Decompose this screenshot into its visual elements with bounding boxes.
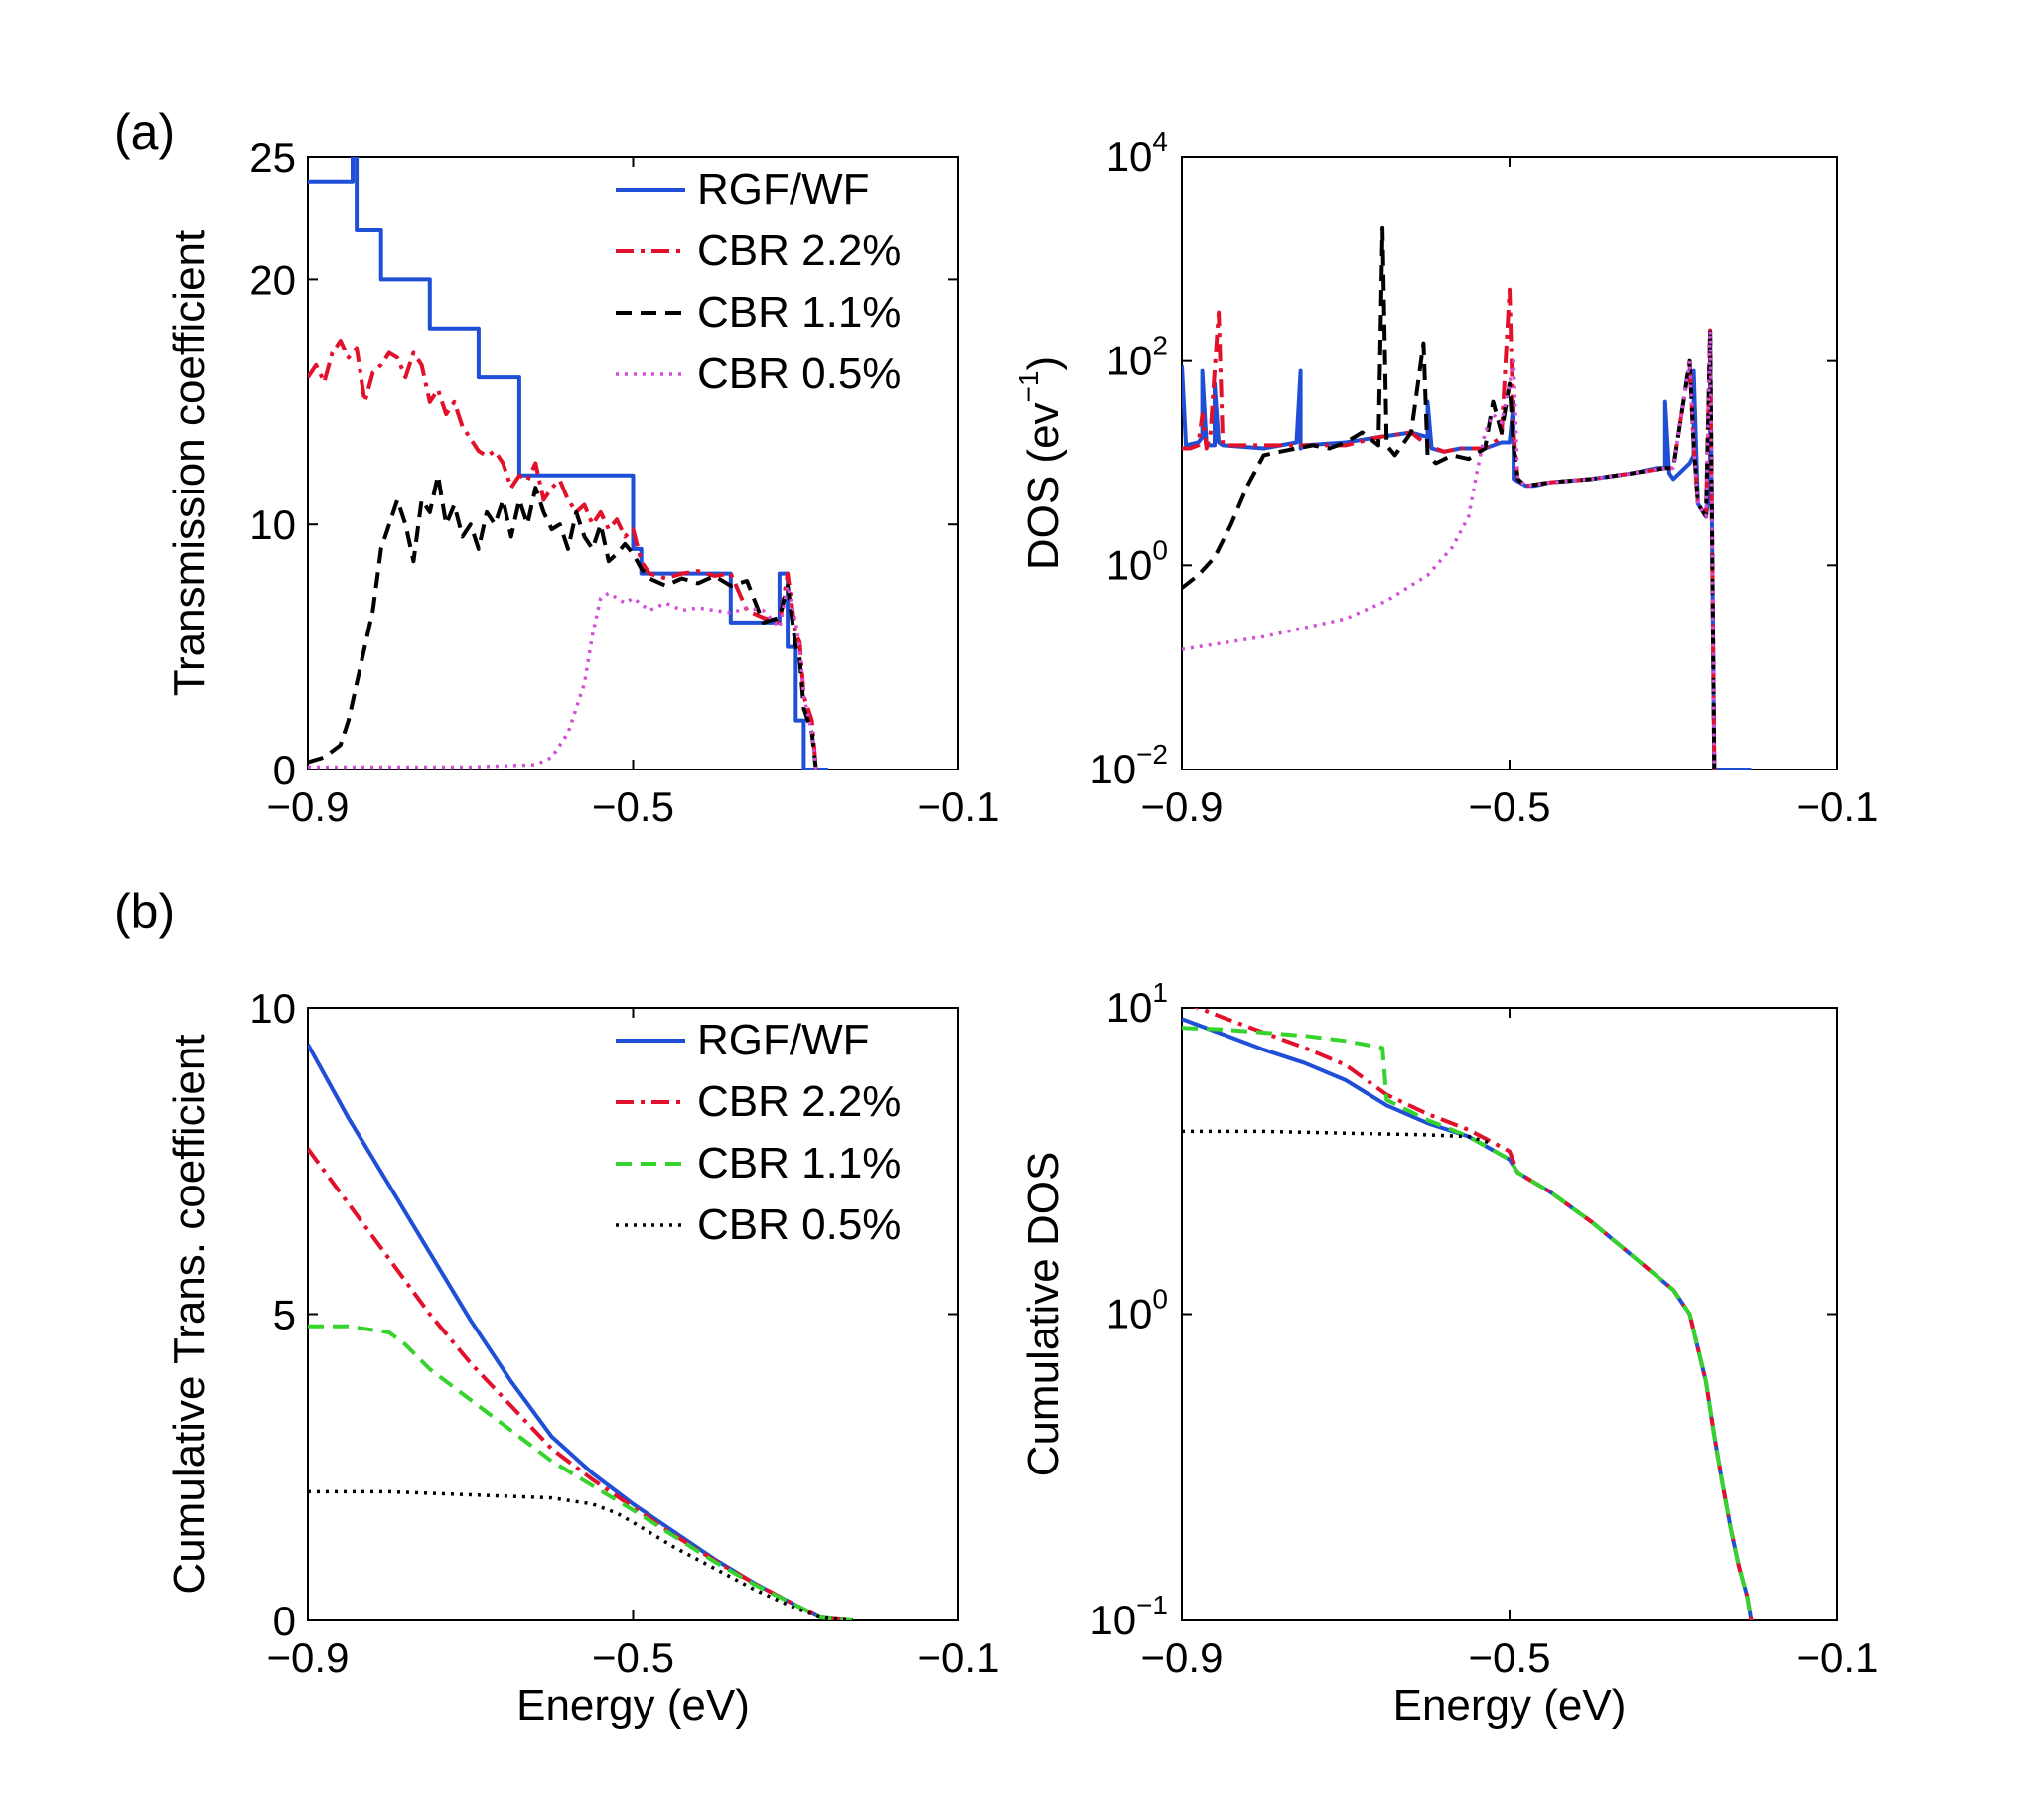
series-cbr-2-2 — [308, 339, 820, 770]
panel-label-b: (b) — [114, 884, 175, 939]
plot-frame — [1181, 1007, 1838, 1621]
series-group — [308, 157, 828, 770]
chart-transmission: −0.9 −0.5 −0.1 0 10 20 25 Transmission coeffici… — [165, 134, 999, 830]
y-axis-title: Cumulative Trans. coefficient — [165, 1034, 214, 1594]
legend-label-cbr-2-2: CBR 2.2% — [697, 226, 901, 275]
series-group — [1182, 225, 1752, 770]
series-cbr-0-5 — [1182, 1129, 1494, 1146]
legend-label-cbr-0-5: CBR 0.5% — [697, 350, 901, 398]
chart-dos: −0.9 −0.5 −0.1 10−2 100 102 104 DOS (ev−1) — [1013, 126, 1878, 830]
y-tick-label: 20 — [249, 256, 296, 303]
y-axis-title: Transmission coefficient — [165, 230, 214, 697]
legend-label-cbr-1-1: CBR 1.1% — [697, 288, 901, 337]
series-group — [308, 1044, 853, 1620]
x-tick-label: −0.5 — [592, 783, 674, 830]
y-axis-title: DOS (ev−1) — [1013, 356, 1068, 570]
y-tick-label: 10−2 — [1089, 739, 1168, 792]
y-tick-label: 101 — [1106, 977, 1168, 1031]
plot-frame — [1181, 156, 1838, 770]
x-tick-label: −0.1 — [918, 1634, 1000, 1681]
series-cbr-1-1 — [308, 1324, 853, 1620]
legend-label-cbr-2-2: CBR 2.2% — [697, 1077, 901, 1126]
x-axis-title: Energy (eV) — [516, 1681, 750, 1730]
panel-label-a: (a) — [114, 104, 175, 160]
y-tick-label: 0 — [273, 747, 296, 793]
series-cbr-0-5 — [1182, 328, 1717, 770]
y-tick-label: 10 — [249, 985, 296, 1032]
series-cbr-0-5 — [308, 1489, 853, 1620]
x-tick-label: −0.5 — [1469, 783, 1551, 830]
y-tick-label: 10 — [249, 501, 296, 548]
series-rgf-wf — [1182, 1017, 1754, 1620]
y-axis-title: Cumulative DOS — [1019, 1152, 1068, 1477]
series-cbr-1-1 — [308, 473, 820, 770]
x-tick-label: −0.9 — [267, 783, 350, 830]
x-tick-label: −0.9 — [1141, 783, 1224, 830]
y-tick-label: 100 — [1106, 1284, 1168, 1337]
series-cbr-2-2 — [1193, 1008, 1754, 1620]
x-tick-label: −0.1 — [918, 783, 1000, 830]
x-tick-label: −0.5 — [1469, 1634, 1551, 1681]
legend: RGF/WF CBR 2.2% CBR 1.1% CBR 0.5% — [616, 165, 901, 398]
y-tick-label: 5 — [273, 1292, 296, 1338]
y-tick-label: 25 — [249, 134, 296, 181]
legend-label-rgf-wf: RGF/WF — [697, 165, 870, 213]
legend: RGF/WF CBR 2.2% CBR 1.1% CBR 0.5% — [616, 1016, 901, 1249]
chart-cumulative-transmission: −0.9 −0.5 −0.1 0 5 10 Cumulative Trans. coeffi… — [165, 985, 999, 1730]
series-cbr-2-2 — [1182, 287, 1717, 770]
legend-label-cbr-0-5: CBR 0.5% — [697, 1200, 901, 1249]
series-cbr-1-1 — [1182, 1026, 1754, 1620]
x-tick-label: −0.9 — [267, 1634, 350, 1681]
legend-label-cbr-1-1: CBR 1.1% — [697, 1139, 901, 1188]
x-axis-title: Energy (eV) — [1393, 1681, 1627, 1730]
x-tick-label: −0.1 — [1797, 783, 1879, 830]
series-cbr-0-5 — [308, 584, 820, 770]
series-rgf-wf — [1182, 328, 1752, 770]
y-tick-label: 10−1 — [1089, 1590, 1168, 1643]
y-tick-label: 102 — [1106, 331, 1168, 384]
y-tick-label: 0 — [273, 1598, 296, 1644]
y-tick-label: 104 — [1106, 126, 1168, 180]
x-tick-label: −0.5 — [592, 1634, 674, 1681]
x-tick-label: −0.1 — [1797, 1634, 1879, 1681]
series-group — [1182, 1008, 1754, 1620]
x-tick-label: −0.9 — [1141, 1634, 1224, 1681]
chart-cumulative-dos: −0.9 −0.5 −0.1 10−1 100 101 Cumulative DOS Ener… — [1019, 977, 1878, 1730]
series-cbr-1-1 — [1182, 225, 1717, 770]
y-tick-label: 100 — [1106, 534, 1168, 588]
legend-label-rgf-wf: RGF/WF — [697, 1016, 870, 1064]
